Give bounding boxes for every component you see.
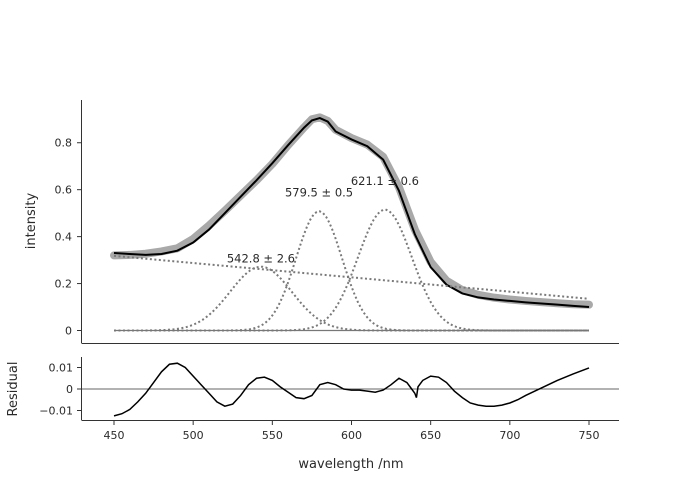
component-curve (114, 210, 589, 332)
main-y-axis-title: intensity (24, 193, 39, 250)
fit-curve (113, 117, 590, 309)
x-axis-title: wavelength /nm (298, 457, 403, 472)
residual-curve (113, 362, 590, 417)
main-y-tick-label: 0.6 (55, 184, 73, 197)
x-tick-label: 500 (183, 429, 204, 442)
x-tick-label: 600 (341, 429, 362, 442)
residual-y-tick-label: −0.01 (39, 405, 73, 418)
x-tick-label: 750 (579, 429, 600, 442)
main-y-tick-label: 0.2 (55, 278, 73, 291)
main-panel: 0 0.2 0.4 0.6 0.8 542.8 ± 2.6 579.5 ± 0.5621.… (24, 100, 619, 344)
main-plot-area (110, 113, 593, 332)
x-tick-label: 450 (104, 429, 125, 442)
residual-y-tick-label: 0.01 (49, 362, 74, 375)
component-curve (114, 208, 589, 332)
peak-annotation: 542.8 ± 2.6 (227, 251, 295, 265)
x-tick-label: 650 (420, 429, 441, 442)
main-y-ticks: 0 0.2 0.4 0.6 0.8 (55, 137, 82, 338)
residual-x-ticks: 450 500 550 600 650 700 750 (104, 420, 600, 442)
residual-y-axis-title: Residual (6, 362, 21, 417)
baseline-curve (113, 254, 590, 300)
x-tick-label: 550 (262, 429, 283, 442)
residual-panel: −0.01 0 0.01 450 500 550 600 650 700 750 Residua… (6, 357, 619, 442)
main-y-tick-label: 0.8 (55, 137, 73, 150)
residual-plot-area (113, 362, 590, 417)
component-curve (114, 265, 589, 332)
measured-curve (110, 113, 593, 309)
peak-annotation: 621.1 ± 0.6 (351, 174, 419, 188)
residual-y-tick-label: 0 (66, 383, 73, 396)
main-y-tick-label: 0.4 (55, 231, 73, 244)
residual-y-ticks: −0.01 0 0.01 (39, 362, 82, 418)
main-y-tick-label: 0 (65, 325, 72, 338)
peak-annotation: 579.5 ± 0.5 (285, 186, 353, 200)
x-tick-label: 700 (499, 429, 520, 442)
